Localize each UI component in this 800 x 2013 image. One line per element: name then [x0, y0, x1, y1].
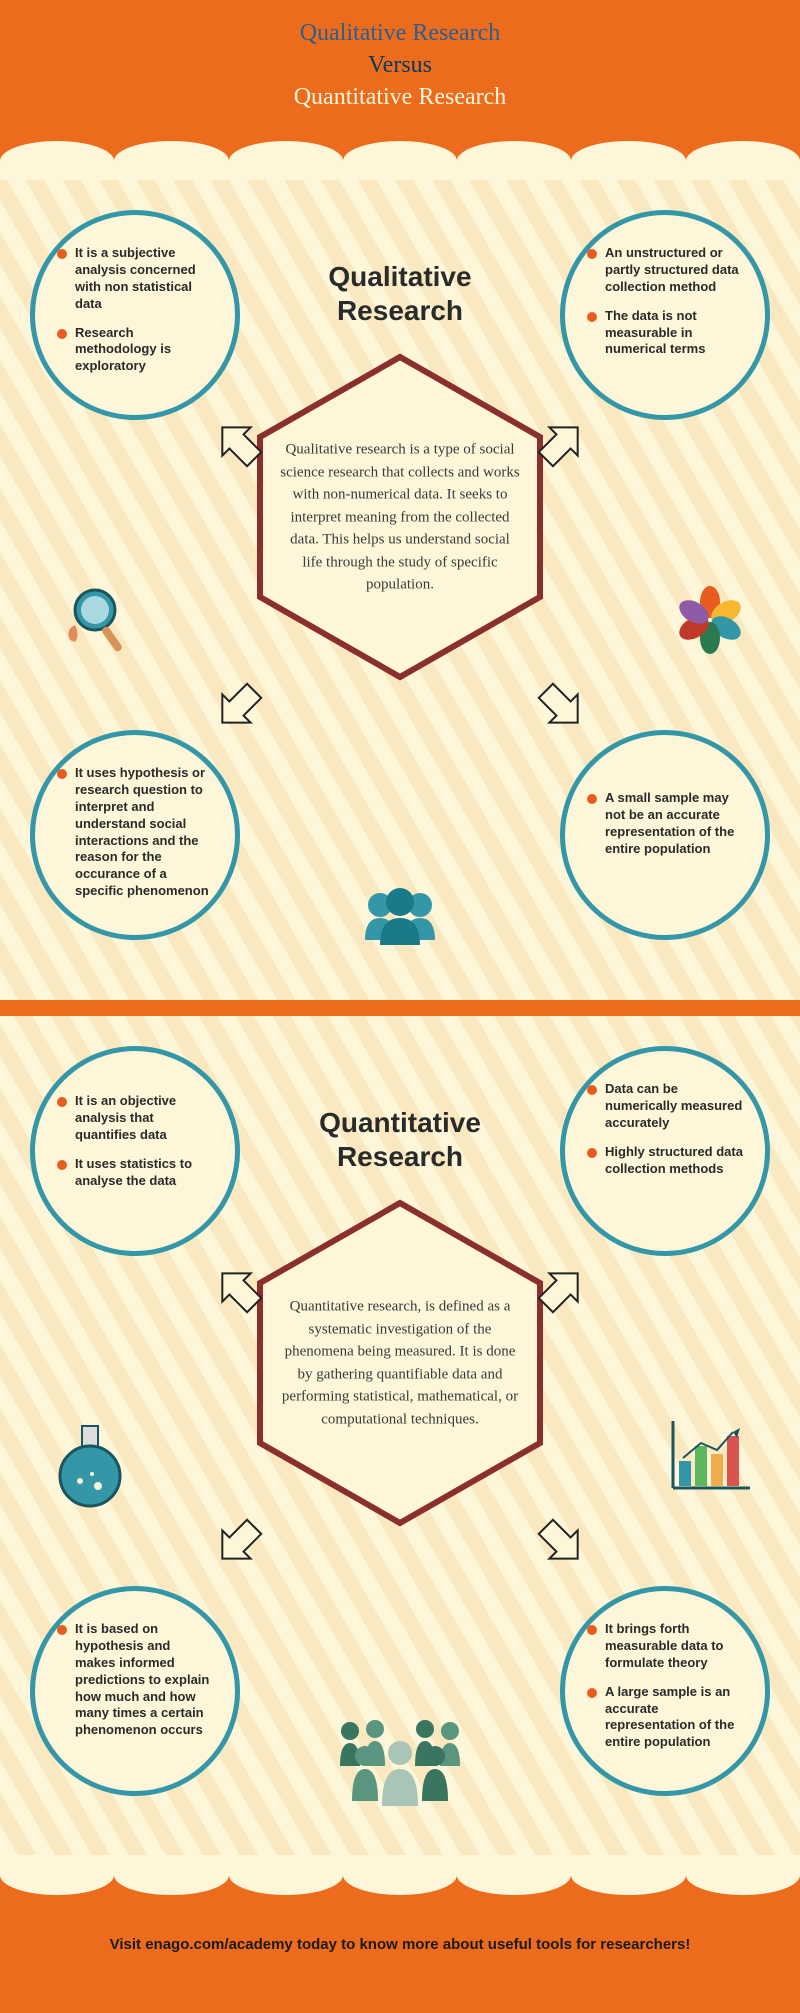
- header-line-3: Quantitative Research: [0, 84, 800, 111]
- bar-chart-icon: [665, 1416, 755, 1501]
- quantitative-circle-tl: It is an objective analysis that quantif…: [30, 1046, 240, 1256]
- qualitative-section: Qualitative Research Qualitative researc…: [0, 180, 800, 1000]
- quantitative-section: Quantitative Research Quantitative resea…: [0, 1016, 800, 1856]
- qualitative-circle-tr: An unstructured or partly structured dat…: [560, 210, 770, 420]
- scallop-border-up: [0, 1855, 800, 1915]
- scallop-border-down: [0, 121, 800, 181]
- section-divider: [0, 1000, 800, 1016]
- crowd-icon: [320, 1711, 480, 1816]
- header-line-2: Versus: [0, 52, 800, 79]
- flask-icon: [50, 1416, 130, 1521]
- quantitative-hexagon: Quantitative research, is defined as a s…: [250, 1193, 550, 1533]
- footer-text: Visit enago.com/academy today to know mo…: [0, 1936, 800, 1953]
- header-banner: Qualitative Research Versus Quantitative…: [0, 0, 800, 180]
- magnifying-glass-icon: [60, 580, 140, 665]
- qualitative-hexagon: Qualitative research is a type of social…: [250, 347, 550, 687]
- flower-petals-icon: [670, 580, 750, 665]
- quantitative-definition: Quantitative research, is defined as a s…: [280, 1296, 520, 1431]
- quantitative-circle-br: It brings forth measurable data to formu…: [560, 1586, 770, 1796]
- people-group-icon: [350, 880, 450, 955]
- quantitative-circle-tr: Data can be numerically measured accurat…: [560, 1046, 770, 1256]
- qualitative-definition: Qualitative research is a type of social…: [280, 438, 520, 596]
- header-line-1: Qualitative Research: [0, 20, 800, 47]
- quantitative-circle-bl: It is based on hypothesis and makes info…: [30, 1586, 240, 1796]
- qualitative-circle-bl: It uses hypothesis or research question …: [30, 730, 240, 940]
- footer-banner: Visit enago.com/academy today to know mo…: [0, 1856, 800, 2013]
- qualitative-circle-br: A small sample may not be an accurate re…: [560, 730, 770, 940]
- qualitative-circle-tl: It is a subjective analysis concerned wi…: [30, 210, 240, 420]
